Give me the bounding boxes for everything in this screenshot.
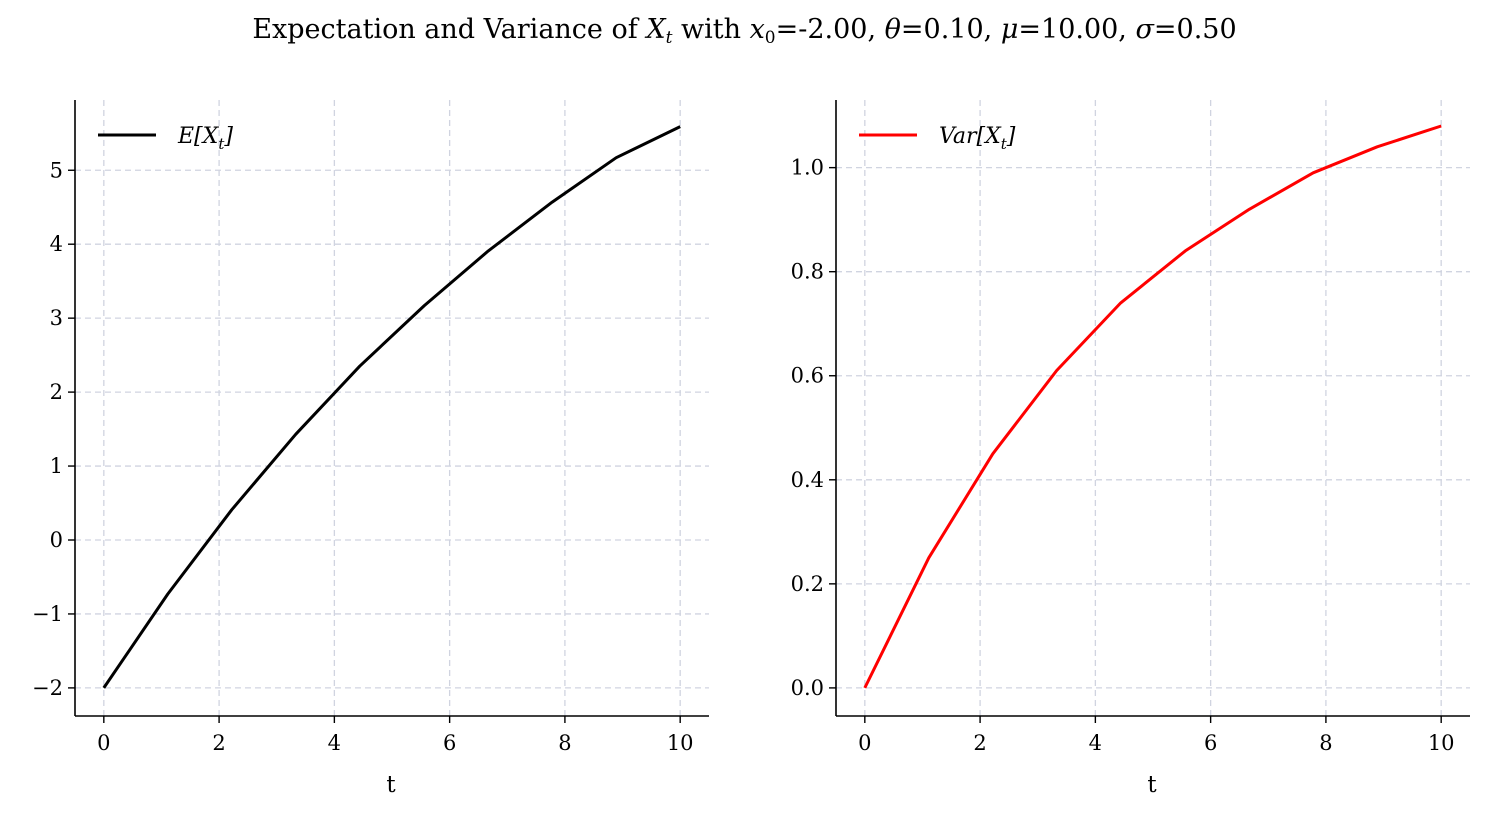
legend-label: Var[Xt] [939,124,1016,153]
x-tick-label: 4 [328,731,341,755]
variance-panel: 0 2 4 6 8 10 0.0 0.2 0.4 0.6 0.8 1.0 t Var[Xt] [791,100,1470,798]
chart-title: Expectation and Variance of Xt with x0=-… [0,14,1489,48]
y-tick-label: 0.2 [791,572,824,596]
title-theta-symbol: θ [884,14,901,45]
title-theta-value: =0.10, [900,14,1001,45]
x-tick-label: 2 [212,731,225,755]
y-tick-label: 3 [50,306,63,330]
title-mu-symbol: μ [1000,14,1019,45]
title-x0-subscript: 0 [764,28,776,48]
y-tick-label: 5 [50,158,63,182]
x-tick-label: 8 [558,731,571,755]
y-tick-label: 0 [50,528,63,552]
x-tick-label: 2 [973,731,986,755]
title-var-symbol: X [646,14,666,45]
y-tick-label: 0.0 [791,676,824,700]
y-tick-label: 1.0 [791,156,824,180]
title-sigma-symbol: σ [1135,14,1154,45]
expectation-series-line [102,125,681,689]
title-x0-symbol: x [749,14,765,45]
y-tick-label: −1 [32,602,63,626]
y-tick-label: 0.4 [791,468,824,492]
x-axis-label: t [386,772,396,798]
x-tick-label: 0 [97,731,110,755]
y-tick-label: 1 [50,454,63,478]
y-tick-label: 0.8 [791,260,824,284]
x-tick-label: 8 [1319,731,1332,755]
title-x0-value: =-2.00, [775,14,885,45]
title-sigma-value: =0.50 [1153,14,1237,45]
expectation-panel: 0 2 4 6 8 10 −2 −1 0 1 2 3 4 5 t E[Xt] [32,100,709,798]
x-tick-label: 0 [858,731,871,755]
title-prefix: Expectation and Variance of [252,14,647,45]
y-tick-label: 4 [50,232,63,256]
y-tick-label: 2 [50,380,63,404]
x-tick-label: 10 [667,731,694,755]
x-tick-label: 6 [1204,731,1217,755]
x-tick-label: 10 [1428,731,1455,755]
y-tick-label: 0.6 [791,364,824,388]
variance-series-line [863,124,1442,689]
legend-label: E[Xt] [177,124,233,153]
x-tick-label: 6 [443,731,456,755]
title-var-subscript: t [665,28,673,48]
title-mid: with [672,14,750,45]
x-tick-label: 4 [1089,731,1102,755]
title-mu-value: =10.00, [1018,14,1136,45]
x-axis-label: t [1147,772,1157,798]
y-tick-label: −2 [32,676,63,700]
